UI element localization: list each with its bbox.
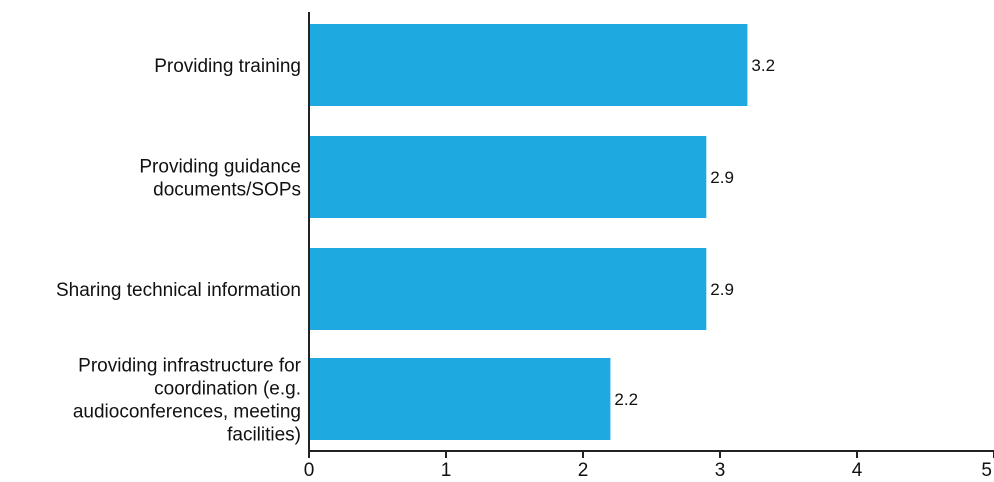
bars-layer bbox=[309, 24, 748, 440]
bar-value-label: 2.9 bbox=[710, 280, 734, 299]
category-label: Sharing technical information bbox=[56, 280, 301, 301]
category-label: Providing infrastructure for coordination… bbox=[73, 356, 302, 446]
axes-layer: 0 1 2 3 4 5 bbox=[304, 12, 994, 481]
category-label-line: Providing infrastructure for bbox=[78, 356, 301, 377]
x-tick-label: 4 bbox=[852, 460, 863, 481]
x-tick-label: 1 bbox=[441, 460, 452, 481]
value-labels-layer: 3.2 2.9 2.9 2.2 bbox=[614, 56, 775, 409]
category-label-line: Providing guidance bbox=[139, 157, 301, 178]
x-tick-label: 5 bbox=[981, 460, 992, 481]
x-tick-label: 0 bbox=[304, 460, 315, 481]
x-tick-label: 3 bbox=[715, 460, 726, 481]
category-label-line: coordination (e.g. bbox=[154, 379, 301, 400]
category-label: Providing guidance documents/SOPs bbox=[139, 157, 301, 201]
category-label-line: audioconferences, meeting bbox=[73, 402, 301, 423]
x-tick-label: 2 bbox=[578, 460, 589, 481]
category-label-line: documents/SOPs bbox=[153, 180, 301, 201]
bar-value-label: 2.9 bbox=[710, 168, 734, 187]
category-label-line: facilities) bbox=[227, 425, 301, 446]
bar bbox=[309, 358, 611, 440]
category-labels-layer: Providing training Providing guidance docu… bbox=[56, 56, 302, 446]
category-label-line: Providing training bbox=[154, 56, 301, 77]
category-label-line: Sharing technical information bbox=[56, 280, 301, 301]
bar bbox=[309, 248, 707, 330]
bar-value-label: 2.2 bbox=[614, 390, 638, 409]
bar bbox=[309, 136, 707, 218]
category-label: Providing training bbox=[154, 56, 301, 77]
bar bbox=[309, 24, 748, 106]
bar-value-label: 3.2 bbox=[751, 56, 775, 75]
